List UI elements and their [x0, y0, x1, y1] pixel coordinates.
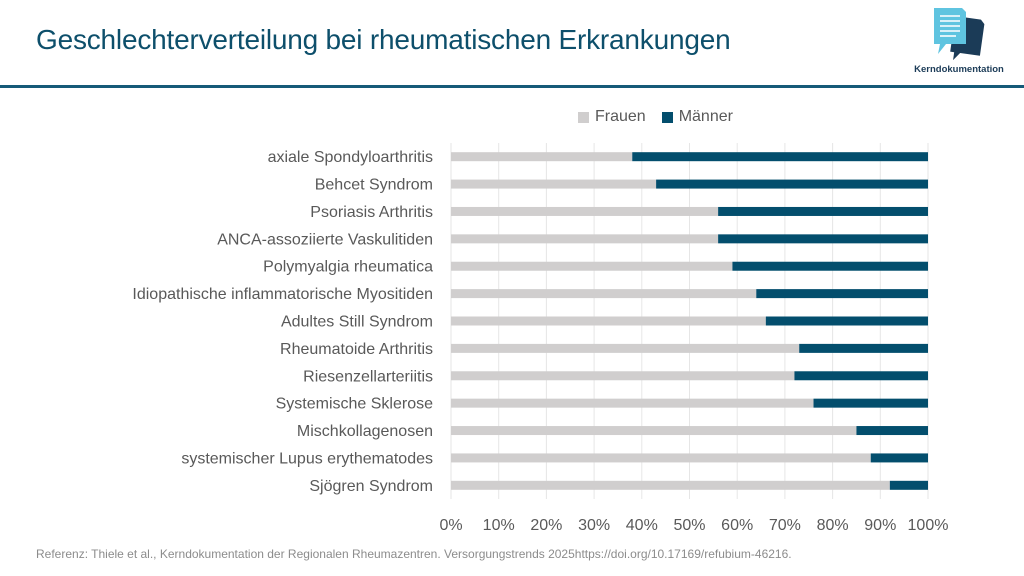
bar-maenner	[765, 316, 928, 326]
bar-frauen	[451, 152, 633, 162]
bar-maenner	[632, 152, 928, 162]
category-label: axiale Spondyloarthritis	[268, 149, 433, 166]
category-label: Riesenzellarteriitis	[303, 368, 433, 385]
category-label: Polymyalgia rheumatica	[263, 259, 433, 276]
category-label: Adultes Still Syndrom	[281, 314, 433, 331]
bar-maenner	[756, 289, 928, 299]
x-tick-label: 50%	[673, 517, 705, 534]
category-label: Sjögren Syndrom	[309, 478, 433, 495]
category-label: Behcet Syndrom	[315, 177, 433, 194]
category-label: Idiopathische inflammatorische Myositide…	[132, 286, 433, 303]
bar-frauen	[451, 179, 657, 189]
legend-label-frauen: Frauen	[595, 108, 646, 125]
category-label: Psoriasis Arthritis	[310, 204, 433, 221]
document-chat-bubbles-icon	[934, 8, 985, 61]
bar-maenner	[870, 453, 928, 463]
bar-maenner	[794, 371, 928, 381]
x-tick-label: 100%	[908, 517, 949, 534]
x-tick-label: 30%	[578, 517, 610, 534]
x-tick-label: 10%	[483, 517, 515, 534]
legend-swatch-frauen	[578, 111, 589, 123]
bar-frauen	[451, 206, 719, 216]
category-label: Mischkollagenosen	[297, 423, 433, 440]
category-label: Systemische Sklerose	[276, 396, 433, 413]
bar-maenner	[856, 426, 928, 436]
bar-frauen	[451, 453, 871, 463]
x-tick-label: 70%	[769, 517, 801, 534]
x-tick-label: 90%	[864, 517, 896, 534]
bar-frauen	[451, 234, 719, 244]
bar-maenner	[799, 343, 928, 353]
header-divider	[0, 85, 1024, 88]
legend-item-maenner: Männer	[661, 108, 733, 126]
kerndokumentation-logo: Kerndokumentation	[904, 6, 1014, 78]
x-tick-label: 40%	[626, 517, 658, 534]
page-title: Geschlechterverteilung bei rheumatischen…	[36, 24, 731, 55]
category-label: Rheumatoide Arthritis	[280, 341, 433, 358]
bar-maenner	[889, 480, 928, 490]
bar-frauen	[451, 316, 766, 326]
bar-maenner	[718, 234, 928, 244]
bar-frauen	[451, 289, 757, 299]
bar-frauen	[451, 398, 814, 408]
legend-item-frauen: Frauen	[578, 108, 646, 126]
reference-footnote: Referenz: Thiele et al., Kerndokumentati…	[36, 547, 792, 561]
bar-frauen	[451, 261, 733, 271]
bars	[451, 152, 928, 490]
category-label: ANCA-assoziierte Vaskulitiden	[217, 231, 433, 248]
logo-text: Kerndokumentation	[914, 64, 1004, 75]
bar-maenner	[656, 179, 928, 189]
bar-frauen	[451, 426, 857, 436]
legend-swatch-maenner	[661, 111, 673, 123]
bar-maenner	[813, 398, 928, 408]
x-tick-label: 0%	[439, 517, 462, 534]
category-labels: axiale Spondyloarthritis Behcet Syndrom Ps…	[132, 149, 433, 495]
x-tick-label: 80%	[817, 517, 849, 534]
bar-frauen	[451, 371, 795, 381]
x-tick-label: 60%	[721, 517, 753, 534]
bar-maenner	[732, 261, 928, 271]
bar-frauen	[451, 480, 890, 490]
category-label: systemischer Lupus erythematodes	[181, 450, 433, 467]
legend-label-maenner: Männer	[678, 108, 733, 125]
bar-frauen	[451, 343, 800, 353]
chart-legend: Frauen Männer	[578, 108, 749, 126]
x-tick-label: 20%	[530, 517, 562, 534]
bar-maenner	[718, 206, 928, 216]
x-axis-tick-labels: 0% 10% 20% 30% 40% 50% 60% 70% 80% 90% 100%	[439, 517, 948, 534]
